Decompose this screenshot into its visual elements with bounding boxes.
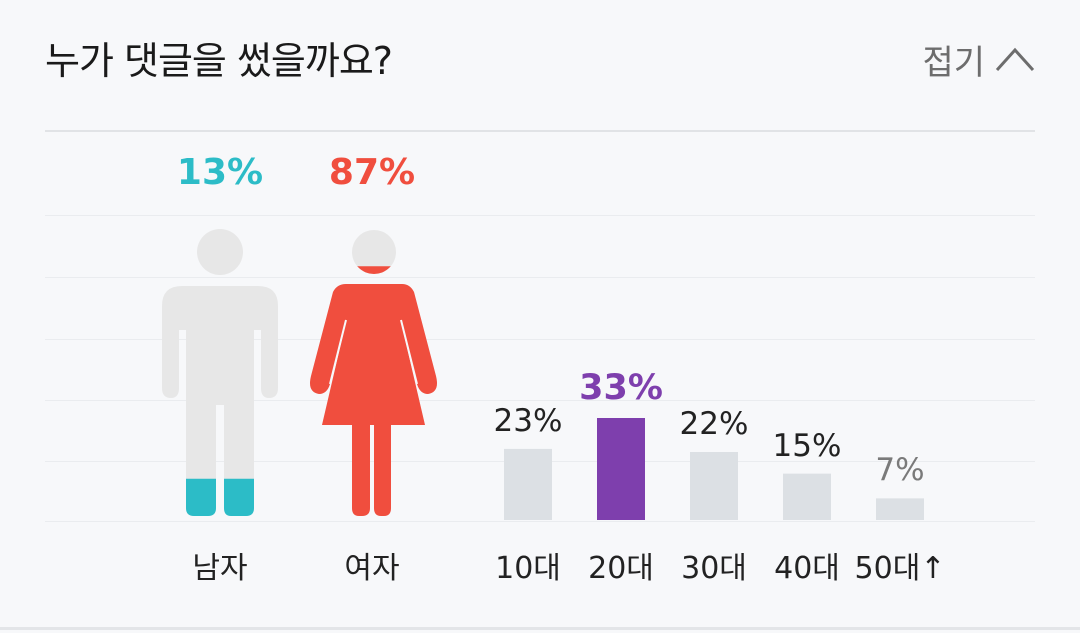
male-category-label: 남자 <box>192 551 248 586</box>
age-category-label: 40대 <box>774 551 840 586</box>
collapse-button[interactable]: 접기 <box>922 34 1035 84</box>
female-category-label: 여자 <box>344 551 400 586</box>
age-category-label: 30대 <box>681 551 747 586</box>
grid-line <box>45 215 1035 216</box>
age-category-label: 10대 <box>495 551 561 586</box>
grid-line <box>45 339 1035 340</box>
male-percent-label: 13% <box>176 152 264 193</box>
age-bar-3 <box>690 452 738 520</box>
age-bar-value-label: 22% <box>679 406 749 442</box>
age-category-label: 50대↑ <box>854 551 946 586</box>
header-divider <box>45 130 1035 132</box>
grid-line <box>45 277 1035 278</box>
male-figure-icon <box>162 229 278 516</box>
age-bar-value-label: 33% <box>579 368 663 408</box>
age-bars <box>504 418 924 520</box>
grid-line <box>45 400 1035 401</box>
age-bar-value-label: 7% <box>875 452 925 489</box>
age-bar-2 <box>597 418 645 520</box>
age-bar-5 <box>876 498 924 520</box>
age-bar-value-label: 23% <box>493 402 563 439</box>
age-category-label: 20대 <box>588 551 654 586</box>
age-bar-value-label: 15% <box>772 427 842 464</box>
age-bar-1 <box>504 448 552 520</box>
baseline <box>45 521 1035 522</box>
female-percent-label: 87% <box>328 152 416 193</box>
header: 누가 댓글을 썼을까요? 접기 <box>0 0 1080 130</box>
female-figure-icon <box>310 230 437 516</box>
bottom-rule <box>0 627 1080 630</box>
age-bar-4 <box>783 473 831 520</box>
collapse-label: 접기 <box>922 42 985 83</box>
chevron-up-icon <box>995 47 1035 72</box>
page-title: 누가 댓글을 썼을까요? <box>45 39 393 83</box>
